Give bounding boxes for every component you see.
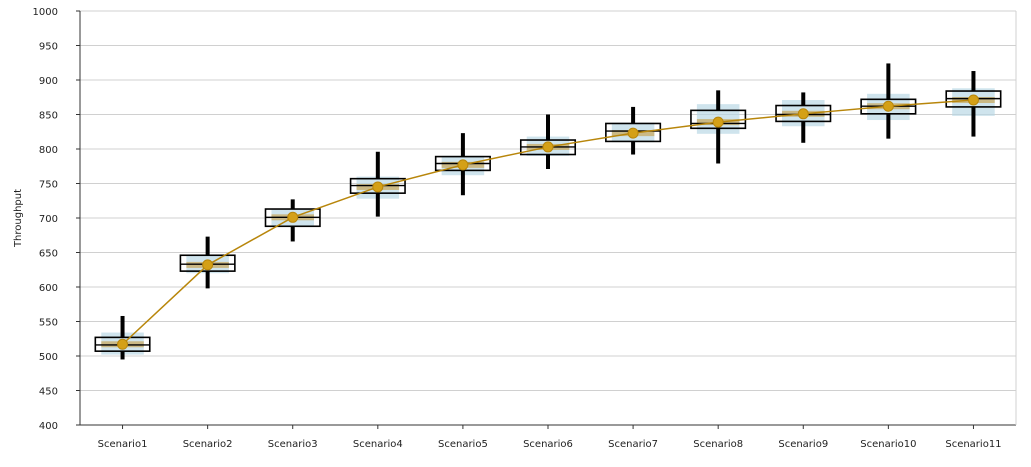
y-tick-label: 500 bbox=[39, 352, 58, 363]
y-tick-label: 400 bbox=[39, 421, 58, 432]
x-tick-label: Scenario3 bbox=[268, 439, 318, 450]
y-tick-label: 600 bbox=[39, 283, 58, 294]
mean-point bbox=[287, 211, 299, 223]
whiskers bbox=[120, 63, 976, 360]
y-tick-label: 700 bbox=[39, 214, 58, 225]
mean-series bbox=[117, 94, 979, 350]
x-tick-label: Scenario2 bbox=[183, 439, 233, 450]
x-tick-label: Scenario9 bbox=[778, 439, 828, 450]
grid-layer bbox=[76, 10, 1016, 426]
mean-point bbox=[372, 181, 384, 193]
x-tick-label: Scenario4 bbox=[353, 439, 403, 450]
y-tick-labels: 400 450 500 550 600 650 700 750 800 850 900 950 1000 bbox=[33, 7, 58, 432]
x-tick-label: Scenario6 bbox=[523, 439, 573, 450]
y-tick-label: 950 bbox=[39, 42, 58, 53]
mean-point bbox=[202, 259, 214, 271]
mean-point bbox=[627, 127, 639, 139]
box bbox=[775, 104, 832, 123]
mean-point bbox=[797, 108, 809, 120]
y-tick-label: 750 bbox=[39, 180, 58, 191]
mean-point bbox=[542, 141, 554, 153]
x-tick-label: Scenario7 bbox=[608, 439, 658, 450]
y-tick-label: 1000 bbox=[33, 7, 58, 18]
x-tick-labels: Scenario1 Scenario2 Scenario3 Scenario4 Scen… bbox=[98, 425, 1002, 450]
x-tick-label: Scenario11 bbox=[945, 439, 1001, 450]
y-tick-label: 450 bbox=[39, 387, 58, 398]
x-tick-label: Scenario8 bbox=[693, 439, 743, 450]
box bbox=[179, 254, 236, 272]
mean-point bbox=[967, 94, 979, 106]
x-tick-label: Scenario1 bbox=[98, 439, 148, 450]
y-axis-title: Throughput bbox=[13, 189, 24, 248]
y-tick-label: 850 bbox=[39, 111, 58, 122]
mean-point bbox=[882, 100, 894, 112]
mean-point bbox=[712, 116, 724, 128]
mean-point bbox=[457, 159, 469, 171]
x-tick-label: Scenario10 bbox=[860, 439, 916, 450]
x-tick-label: Scenario5 bbox=[438, 439, 488, 450]
y-tick-label: 550 bbox=[39, 318, 58, 329]
y-tick-label: 800 bbox=[39, 145, 58, 156]
mean-point bbox=[117, 338, 129, 350]
box bbox=[605, 122, 662, 143]
y-tick-label: 900 bbox=[39, 76, 58, 87]
y-tick-label: 650 bbox=[39, 249, 58, 260]
